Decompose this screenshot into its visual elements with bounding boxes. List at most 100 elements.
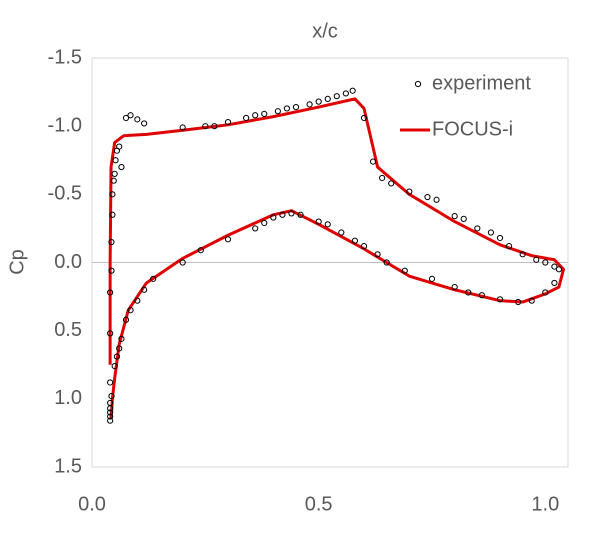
marker [107, 409, 114, 416]
marker [252, 112, 259, 119]
marker [333, 93, 340, 100]
marker [288, 210, 295, 217]
marker [496, 296, 504, 303]
marker [292, 103, 300, 111]
marker [122, 114, 130, 122]
line [108, 97, 565, 420]
marker [118, 335, 125, 342]
marker [107, 413, 114, 420]
marker [116, 143, 123, 150]
marker [351, 237, 359, 244]
marker [116, 345, 123, 352]
marker [342, 90, 349, 97]
marker [424, 193, 431, 201]
marker [406, 188, 413, 195]
marker [487, 229, 495, 236]
marker [401, 267, 408, 274]
marker [306, 101, 313, 108]
marker [107, 399, 114, 407]
marker [127, 112, 134, 119]
y-tick-label: -1.0 [48, 114, 82, 136]
marker [315, 98, 322, 105]
marker [107, 289, 114, 296]
marker [107, 379, 114, 386]
marker [109, 191, 116, 198]
marker [211, 123, 218, 130]
marker [533, 256, 540, 263]
marker [270, 214, 277, 221]
marker [134, 297, 141, 304]
marker [369, 158, 377, 165]
marker [542, 259, 549, 266]
marker [108, 267, 115, 274]
marker [528, 297, 535, 304]
marker [360, 114, 368, 122]
y-tick-label: -1.5 [48, 46, 82, 68]
marker [515, 298, 522, 306]
marker [197, 247, 204, 254]
marker [113, 353, 121, 360]
marker [338, 229, 345, 236]
marker [460, 215, 467, 222]
y-tick-label: 0.5 [54, 319, 82, 341]
chart-title: x/c [312, 20, 338, 42]
y-tick-label: -0.5 [48, 183, 82, 205]
x-tick-label: 0.0 [78, 493, 106, 515]
marker [179, 259, 186, 266]
marker [451, 283, 458, 291]
marker [349, 87, 356, 94]
legend-label: FOCUS-i [432, 118, 513, 140]
marker [428, 275, 436, 282]
marker [474, 225, 481, 232]
marker [252, 225, 259, 232]
marker [324, 221, 331, 228]
x-tick-label: 1.0 [531, 493, 559, 515]
marker [118, 163, 125, 171]
marker [112, 157, 119, 164]
marker [108, 238, 115, 246]
y-axis-label: Cp [6, 249, 28, 275]
marker [324, 95, 331, 103]
marker [283, 105, 291, 112]
marker [433, 196, 440, 203]
marker [122, 316, 130, 323]
marker [150, 275, 157, 282]
marker [141, 286, 148, 293]
marker [109, 211, 116, 218]
marker [202, 123, 209, 130]
marker [478, 292, 485, 299]
marker [315, 218, 322, 225]
marker [379, 174, 386, 182]
marker [551, 279, 558, 287]
marker [360, 243, 368, 250]
marker [107, 417, 114, 424]
marker [261, 110, 268, 117]
legend-marker [414, 80, 422, 88]
y-tick-label: 1.0 [54, 387, 82, 409]
marker [111, 363, 118, 370]
marker [542, 289, 549, 296]
marker [297, 211, 304, 218]
marker [224, 236, 232, 243]
y-tick-label: 0.0 [54, 251, 82, 273]
marker [111, 170, 118, 177]
marker [496, 234, 504, 242]
marker [108, 393, 115, 400]
marker [451, 213, 458, 220]
marker [127, 307, 134, 314]
marker [388, 180, 395, 187]
marker [555, 266, 563, 273]
marker [110, 177, 117, 184]
marker [224, 118, 232, 126]
marker [179, 124, 186, 131]
marker [551, 263, 558, 270]
marker [107, 330, 114, 337]
marker [261, 219, 268, 227]
marker [279, 211, 286, 218]
marker [465, 289, 472, 296]
marker [141, 120, 148, 127]
marker [274, 108, 281, 115]
legend-label: experiment [432, 72, 531, 94]
marker [383, 259, 390, 266]
